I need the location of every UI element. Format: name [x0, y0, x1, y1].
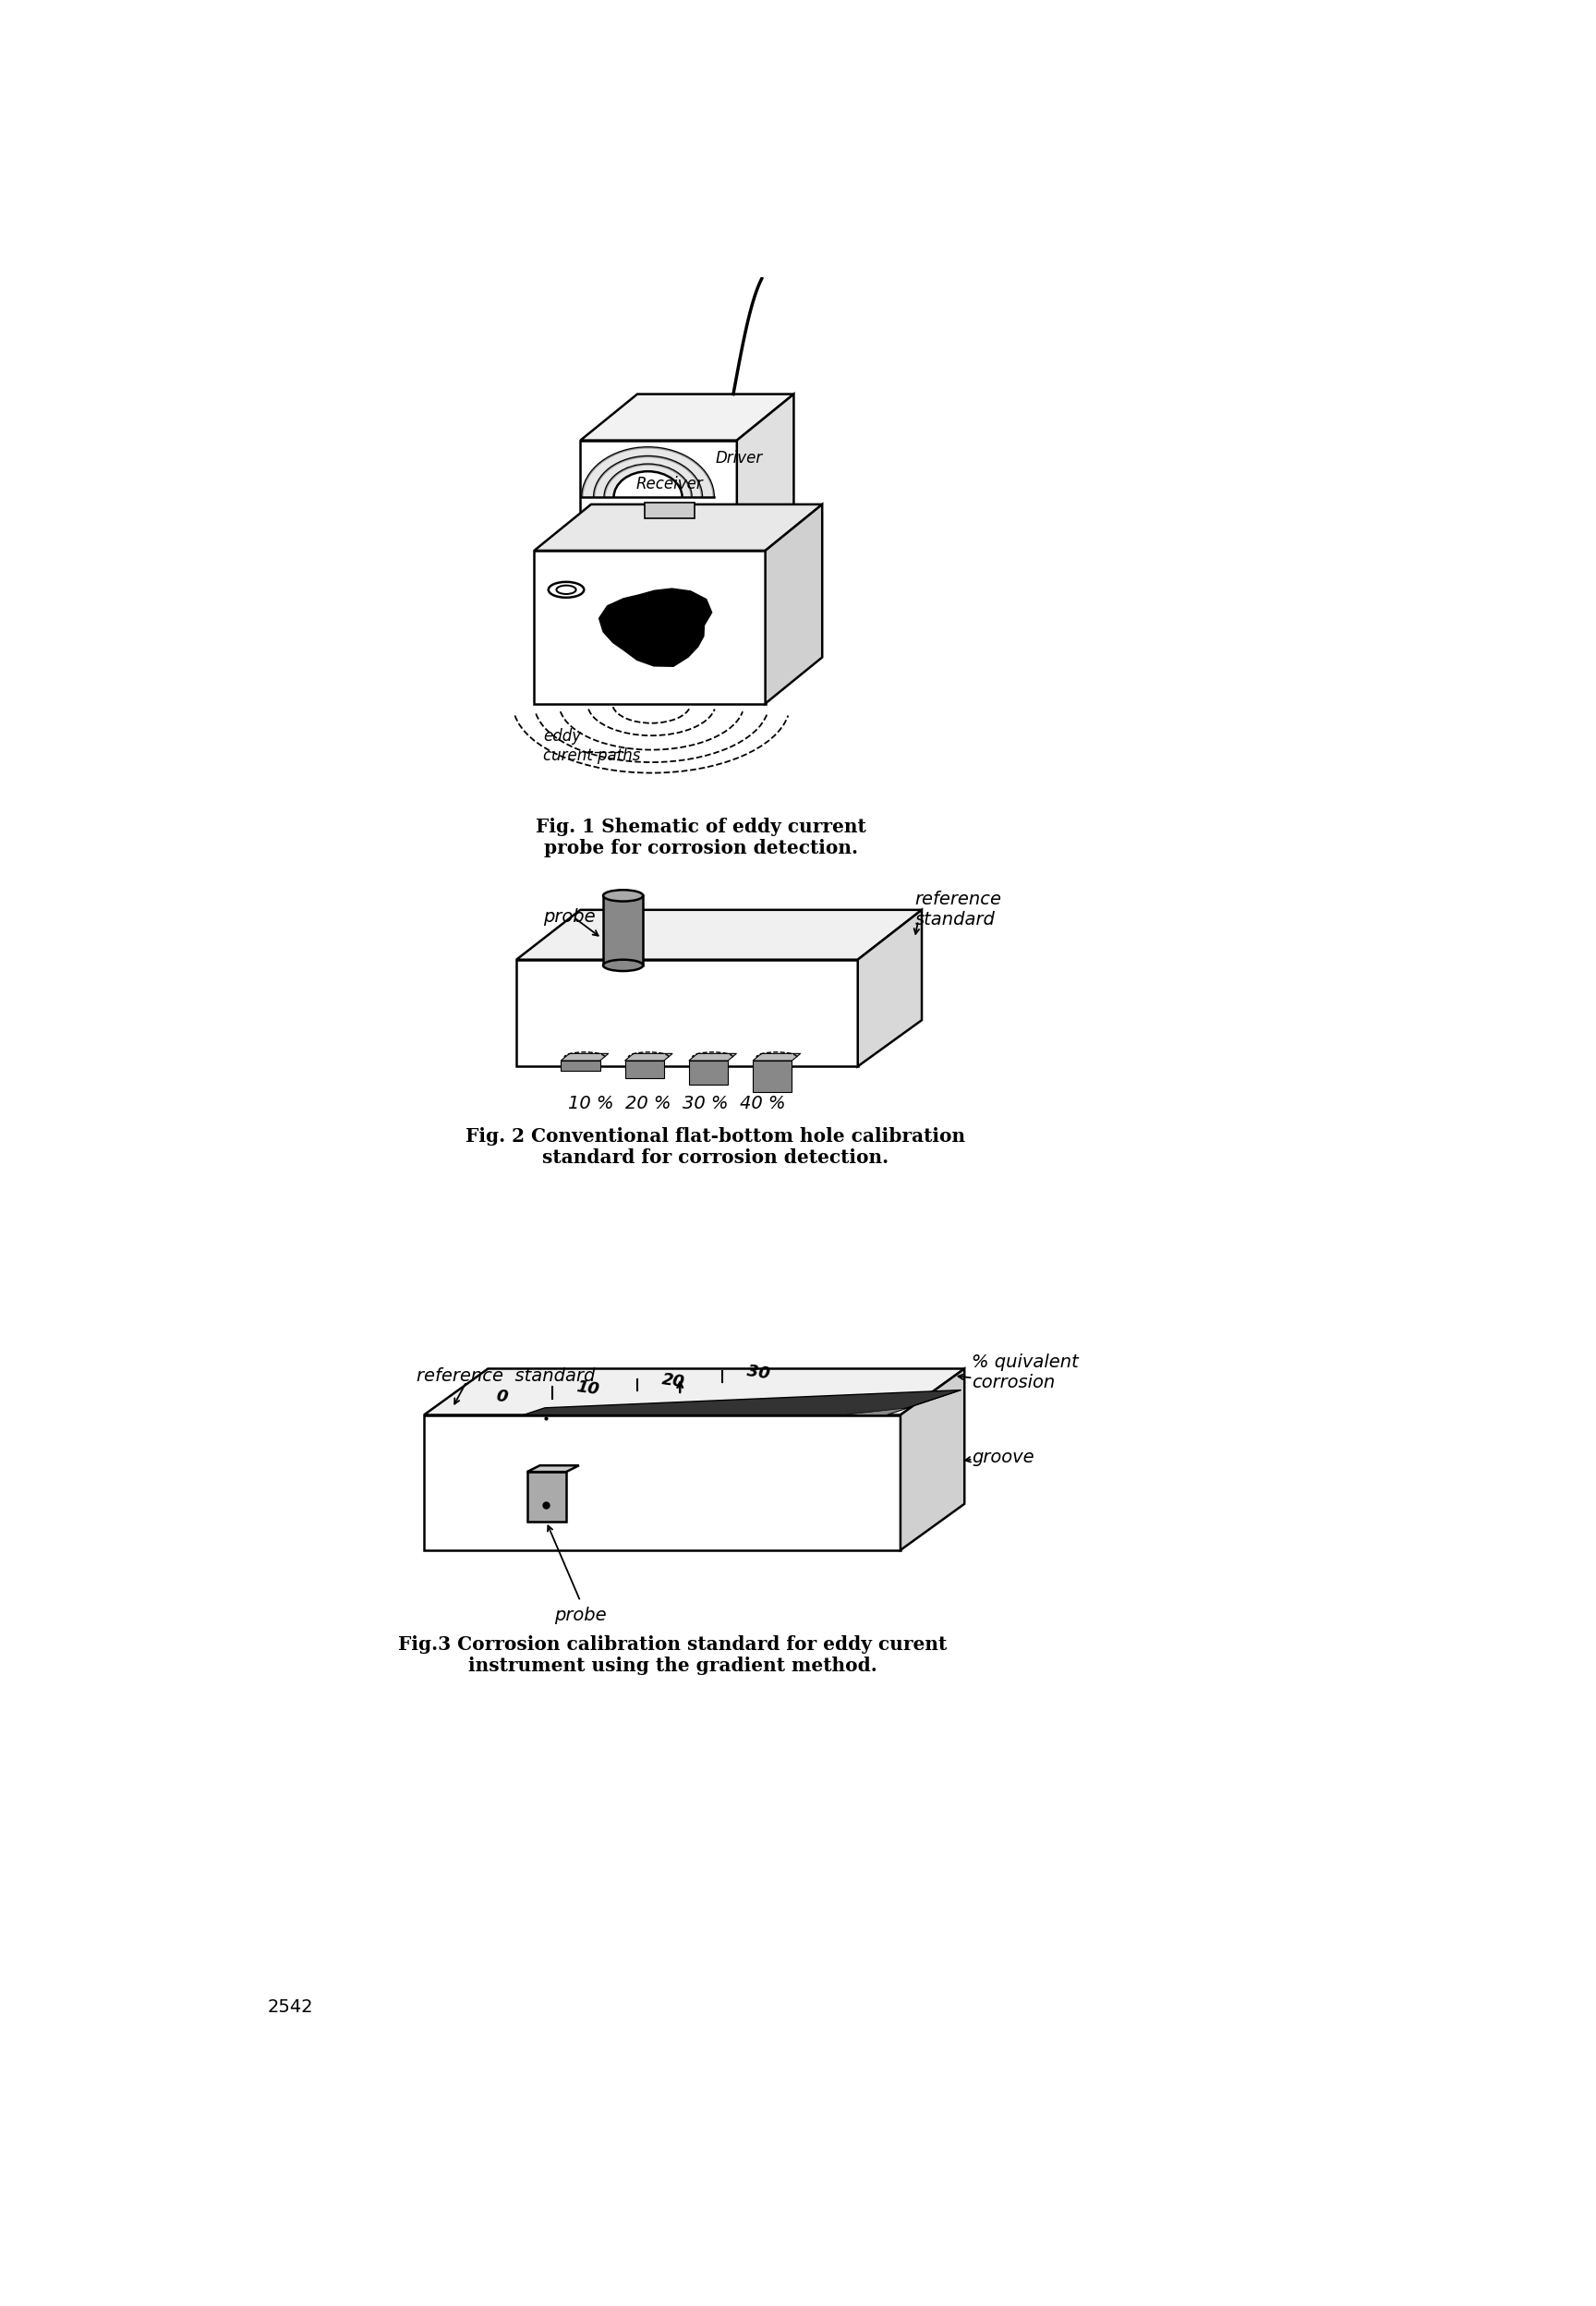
- Polygon shape: [753, 1054, 801, 1061]
- Polygon shape: [900, 1370, 964, 1550]
- Text: Fig. 2 Conventional flat-bottom hole calibration
standard for corrosion detectio: Fig. 2 Conventional flat-bottom hole cal…: [466, 1128, 966, 1167]
- Text: Driver: Driver: [715, 450, 763, 466]
- Bar: [527, 1471, 567, 1522]
- Polygon shape: [689, 1061, 728, 1084]
- Bar: [603, 895, 643, 966]
- Polygon shape: [594, 457, 702, 498]
- Polygon shape: [560, 1061, 600, 1070]
- Polygon shape: [535, 551, 766, 703]
- Text: Fig.3 Corrosion calibration standard for eddy curent
instrument using the gradie: Fig.3 Corrosion calibration standard for…: [399, 1635, 948, 1676]
- Polygon shape: [737, 394, 793, 558]
- Polygon shape: [425, 1370, 964, 1416]
- Polygon shape: [425, 1416, 900, 1550]
- Text: reference
standard: reference standard: [915, 890, 1002, 929]
- Polygon shape: [581, 440, 737, 558]
- Text: groove: groove: [972, 1448, 1034, 1467]
- Text: 2542: 2542: [268, 1999, 313, 2015]
- Text: Receiver: Receiver: [635, 475, 702, 493]
- Polygon shape: [626, 1061, 664, 1077]
- Polygon shape: [527, 1464, 579, 1471]
- Polygon shape: [605, 464, 691, 498]
- Ellipse shape: [603, 959, 643, 971]
- Polygon shape: [581, 394, 793, 440]
- Polygon shape: [689, 1054, 736, 1061]
- Text: % quivalent
corrosion: % quivalent corrosion: [972, 1354, 1079, 1391]
- Text: 10: 10: [575, 1379, 600, 1397]
- Polygon shape: [753, 1061, 792, 1093]
- Polygon shape: [517, 911, 922, 959]
- Text: 30: 30: [745, 1363, 771, 1381]
- Text: 10 %  20 %  30 %  40 %: 10 % 20 % 30 % 40 %: [568, 1095, 785, 1111]
- Text: 20: 20: [661, 1372, 685, 1391]
- Text: Fig. 1 Shematic of eddy current
probe for corrosion detection.: Fig. 1 Shematic of eddy current probe fo…: [536, 816, 867, 858]
- Text: eddy
curent paths: eddy curent paths: [543, 729, 640, 763]
- Bar: [645, 503, 694, 519]
- Polygon shape: [517, 959, 857, 1065]
- Polygon shape: [560, 1054, 608, 1061]
- Text: 0: 0: [495, 1388, 509, 1407]
- Polygon shape: [766, 505, 822, 703]
- Polygon shape: [523, 1391, 961, 1416]
- Polygon shape: [626, 1054, 672, 1061]
- Polygon shape: [535, 505, 822, 551]
- Ellipse shape: [603, 890, 643, 902]
- Polygon shape: [583, 447, 713, 498]
- Text: probe: probe: [554, 1607, 606, 1623]
- Text: reference  standard: reference standard: [417, 1367, 595, 1384]
- Polygon shape: [598, 588, 712, 666]
- Polygon shape: [844, 1391, 961, 1416]
- Polygon shape: [857, 911, 922, 1065]
- Text: probe: probe: [543, 909, 595, 925]
